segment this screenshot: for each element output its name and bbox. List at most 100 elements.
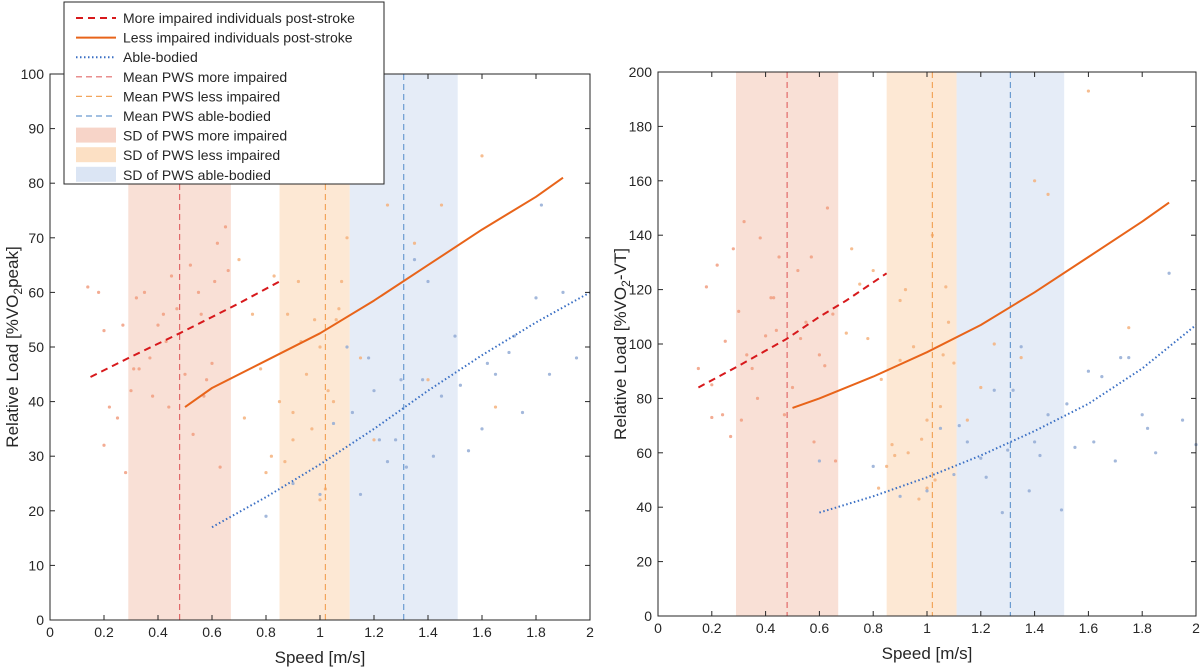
scatter-point: [906, 451, 910, 455]
scatter-point: [1100, 375, 1104, 379]
x-tick-label: 0.2: [702, 620, 722, 636]
scatter-point: [242, 416, 246, 420]
scatter-point: [911, 345, 916, 349]
y-tick-label: 100: [629, 336, 653, 352]
scatter-point: [777, 255, 781, 259]
scatter-point: [215, 241, 219, 245]
y-axis-label-subscript: 2: [11, 288, 25, 295]
scatter-point: [938, 426, 943, 430]
x-tick-label: 0: [46, 624, 54, 640]
scatter-point: [142, 290, 147, 294]
scatter-point: [1140, 413, 1144, 417]
scatter-point: [264, 470, 268, 475]
scatter-point: [169, 274, 174, 278]
x-tick-label: 1: [316, 624, 324, 640]
scatter-point: [480, 427, 484, 431]
y-axis-label-part: -VT]: [611, 248, 630, 280]
scatter-point: [124, 470, 128, 475]
scatter-point: [283, 460, 287, 464]
scatter-point: [1167, 271, 1171, 275]
scatter-point: [331, 400, 336, 404]
y-tick-label: 60: [636, 445, 652, 461]
scatter-point: [1065, 402, 1069, 406]
y-tick-label: 20: [28, 503, 44, 519]
x-tick-label: 2: [586, 624, 594, 640]
scatter-point: [992, 388, 996, 392]
x-tick-label: 1.4: [1025, 620, 1045, 636]
y-tick-label: 0: [644, 608, 652, 624]
series-line: [211, 291, 591, 529]
y-tick-label: 40: [636, 499, 652, 515]
scatter-point: [812, 440, 816, 444]
scatter-point: [941, 353, 945, 357]
scatter-point: [345, 345, 349, 349]
scatter-point: [952, 472, 956, 477]
series-line: [819, 324, 1197, 514]
scatter-point: [965, 418, 969, 422]
scatter-point: [772, 296, 776, 300]
scatter-point: [1046, 413, 1050, 417]
scatter-point: [890, 443, 894, 447]
scatter-point: [720, 413, 725, 417]
scatter-point: [917, 497, 921, 501]
scatter-point: [774, 328, 778, 332]
scatter-point: [345, 236, 349, 240]
scatter-point: [326, 389, 330, 393]
scatter-point: [134, 296, 138, 300]
series-line: [90, 280, 280, 378]
scatter-point: [264, 514, 268, 518]
x-tick-label: 0.2: [94, 624, 114, 640]
scatter-point: [858, 282, 862, 286]
scatter-point: [737, 309, 741, 313]
y-tick-label: 200: [629, 64, 653, 80]
scatter-point: [1038, 453, 1042, 458]
series-line: [697, 272, 888, 389]
scatter-point: [102, 443, 106, 447]
scatter-point: [1033, 179, 1037, 183]
y-tick-label: 40: [28, 394, 44, 410]
scatter-point: [876, 486, 881, 490]
y-tick-label: 160: [629, 173, 653, 189]
scatter-point: [946, 320, 951, 324]
y-tick-label: 20: [636, 554, 652, 570]
scatter-point: [844, 331, 848, 335]
scatter-point: [296, 279, 300, 284]
scatter-point: [965, 440, 969, 444]
legend-label: More impaired individuals post-stroke: [123, 10, 355, 26]
scatter-point: [952, 361, 956, 365]
scatter-point: [879, 377, 883, 381]
scatter-point: [213, 279, 217, 284]
scatter-point: [979, 385, 983, 390]
legend-label: SD of PWS less impaired: [123, 147, 280, 163]
scatter-point: [920, 437, 924, 441]
legend-label: SD of PWS more impaired: [123, 128, 287, 144]
scatter-point: [831, 312, 835, 316]
scatter-point: [739, 418, 743, 422]
y-tick-label: 60: [28, 284, 44, 300]
scatter-point: [412, 258, 417, 262]
legend-label: Mean PWS able-bodied: [123, 108, 271, 124]
scatter-point: [223, 225, 228, 229]
scatter-point: [358, 492, 363, 497]
series-line: [184, 176, 564, 408]
scatter-point: [731, 247, 735, 251]
scatter-point: [107, 405, 111, 409]
y-tick-label: 0: [36, 612, 44, 628]
scatter-point: [850, 247, 854, 251]
scatter-point: [439, 203, 444, 207]
scatter-point: [151, 394, 155, 398]
scatter-point: [1180, 418, 1185, 422]
scatter-point: [696, 366, 700, 371]
scatter-point: [286, 312, 290, 316]
scatter-point: [331, 421, 336, 426]
scatter-point: [866, 336, 870, 341]
scatter-point: [1113, 459, 1117, 463]
y-tick-label: 50: [28, 339, 44, 355]
scatter-point: [431, 454, 435, 458]
scatter-point: [277, 400, 282, 404]
legend-swatch: [76, 127, 116, 143]
scatter-point: [1000, 511, 1004, 515]
scatter-point: [710, 383, 714, 387]
scatter-point: [480, 154, 484, 158]
scatter-point: [1119, 356, 1123, 360]
